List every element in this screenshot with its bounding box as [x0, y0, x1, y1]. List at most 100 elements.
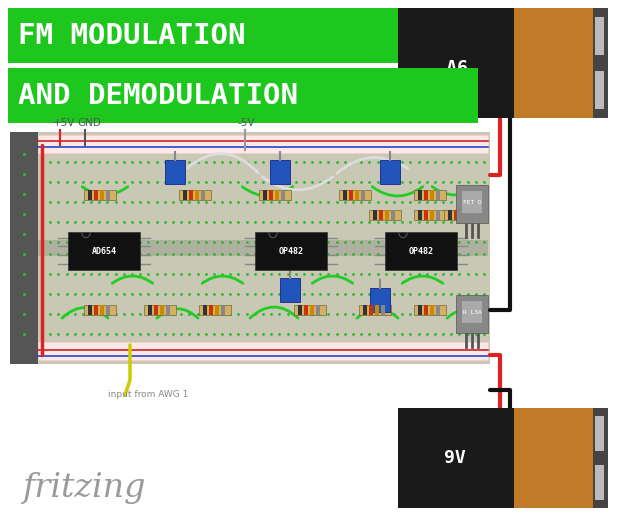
- Bar: [38, 240, 488, 256]
- Bar: [514, 8, 593, 118]
- Bar: [369, 210, 401, 220]
- Bar: [363, 305, 367, 315]
- Bar: [68, 232, 140, 270]
- Text: R L3A: R L3A: [462, 310, 482, 314]
- Text: 9V: 9V: [444, 449, 465, 467]
- Bar: [380, 160, 400, 184]
- Bar: [294, 305, 326, 315]
- Bar: [259, 190, 291, 200]
- Bar: [462, 191, 482, 213]
- Bar: [275, 190, 279, 200]
- Bar: [414, 305, 446, 315]
- Bar: [106, 190, 110, 200]
- Bar: [154, 305, 158, 315]
- Bar: [281, 190, 285, 200]
- Bar: [398, 8, 514, 118]
- Bar: [373, 210, 377, 220]
- Bar: [94, 305, 98, 315]
- Bar: [100, 190, 104, 200]
- FancyArrowPatch shape: [357, 309, 398, 318]
- Bar: [456, 185, 488, 223]
- FancyArrowPatch shape: [312, 276, 353, 283]
- Bar: [339, 190, 371, 200]
- Text: FET D: FET D: [462, 200, 482, 204]
- FancyArrowPatch shape: [432, 187, 478, 195]
- Text: -5V: -5V: [237, 118, 254, 128]
- Text: OP482: OP482: [279, 247, 303, 255]
- Bar: [593, 8, 608, 118]
- Bar: [430, 190, 434, 200]
- Bar: [593, 408, 608, 508]
- FancyArrowPatch shape: [112, 276, 153, 283]
- Bar: [361, 190, 365, 200]
- Bar: [203, 305, 207, 315]
- Bar: [414, 210, 446, 220]
- FancyArrowPatch shape: [372, 187, 423, 196]
- Bar: [88, 305, 92, 315]
- Text: AND DEMODULATION: AND DEMODULATION: [18, 82, 298, 109]
- Bar: [195, 190, 199, 200]
- Bar: [385, 232, 457, 270]
- FancyArrowPatch shape: [82, 187, 128, 195]
- Bar: [430, 305, 434, 315]
- Bar: [462, 301, 482, 323]
- Bar: [414, 190, 446, 200]
- Bar: [269, 190, 273, 200]
- Bar: [385, 210, 389, 220]
- Bar: [369, 305, 373, 315]
- Bar: [595, 17, 604, 55]
- Bar: [263, 190, 267, 200]
- Bar: [165, 160, 185, 184]
- Bar: [444, 210, 476, 220]
- Bar: [94, 190, 98, 200]
- Bar: [436, 210, 440, 220]
- Text: OP482: OP482: [409, 247, 433, 255]
- Bar: [454, 210, 458, 220]
- Bar: [379, 210, 383, 220]
- Bar: [84, 190, 116, 200]
- Text: +5V: +5V: [53, 118, 76, 128]
- Bar: [595, 465, 604, 500]
- Text: GND: GND: [77, 118, 101, 128]
- Bar: [215, 305, 219, 315]
- Bar: [316, 305, 320, 315]
- Bar: [280, 278, 300, 302]
- Bar: [144, 305, 176, 315]
- Bar: [199, 305, 231, 315]
- Bar: [418, 210, 422, 220]
- Text: fritzing: fritzing: [22, 472, 145, 504]
- FancyArrowPatch shape: [402, 276, 443, 283]
- Bar: [100, 305, 104, 315]
- Bar: [398, 408, 514, 508]
- Bar: [10, 132, 38, 364]
- FancyArrowPatch shape: [250, 307, 298, 318]
- Bar: [595, 71, 604, 109]
- Bar: [189, 190, 193, 200]
- Bar: [436, 305, 440, 315]
- Bar: [424, 190, 428, 200]
- Bar: [8, 8, 398, 63]
- Bar: [84, 305, 116, 315]
- Bar: [595, 416, 604, 451]
- Bar: [183, 190, 187, 200]
- Bar: [304, 305, 308, 315]
- Bar: [38, 135, 488, 153]
- FancyArrowPatch shape: [62, 308, 108, 318]
- Bar: [466, 210, 470, 220]
- Bar: [310, 305, 314, 315]
- Bar: [448, 210, 452, 220]
- Bar: [166, 305, 170, 315]
- Bar: [255, 232, 327, 270]
- Bar: [355, 190, 359, 200]
- Bar: [298, 305, 302, 315]
- FancyArrowPatch shape: [262, 176, 333, 190]
- Bar: [359, 305, 391, 315]
- Bar: [424, 305, 428, 315]
- Bar: [88, 190, 92, 200]
- Bar: [514, 408, 593, 508]
- Bar: [343, 190, 347, 200]
- Bar: [436, 190, 440, 200]
- Text: 9V: 9V: [444, 54, 465, 72]
- Bar: [148, 305, 152, 315]
- FancyArrowPatch shape: [202, 276, 243, 283]
